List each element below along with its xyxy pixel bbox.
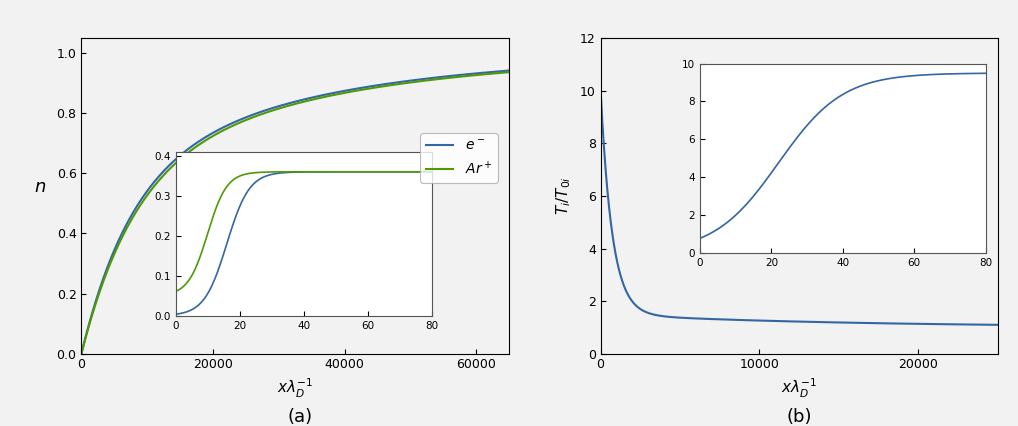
$Ar^+$ (238, 118, 250, 123)
$Ar^+$ (75, 351, 88, 356)
$e^-$ (394, 79, 406, 84)
Line: $e^-$: $e^-$ (81, 71, 509, 354)
$Ar^+$ (153, 178, 165, 183)
X-axis label: $x\lambda_D^{-1}$: $x\lambda_D^{-1}$ (781, 377, 817, 400)
$Ar^+$ (353, 88, 365, 93)
$Ar^+$ (332, 92, 344, 97)
$e^-$ (427, 75, 439, 81)
$e^-$ (238, 115, 250, 121)
Text: (a): (a) (288, 408, 313, 426)
$Ar^+$ (427, 77, 439, 82)
$Ar^+$ (503, 69, 515, 75)
$e^-$ (332, 89, 344, 95)
$e^-$ (353, 86, 365, 91)
$e^-$ (75, 351, 88, 356)
X-axis label: $x\lambda_D^{-1}$: $x\lambda_D^{-1}$ (277, 377, 314, 400)
$Ar^+$ (394, 81, 406, 86)
Y-axis label: $T_i/T_{0i}$: $T_i/T_{0i}$ (554, 176, 573, 216)
Text: (b): (b) (786, 408, 812, 426)
$e^-$ (503, 68, 515, 73)
Legend: $e^-$, $Ar^+$: $e^-$, $Ar^+$ (420, 133, 498, 183)
Y-axis label: $n$: $n$ (34, 178, 46, 196)
Line: $Ar^+$: $Ar^+$ (81, 72, 509, 354)
$e^-$ (153, 173, 165, 178)
